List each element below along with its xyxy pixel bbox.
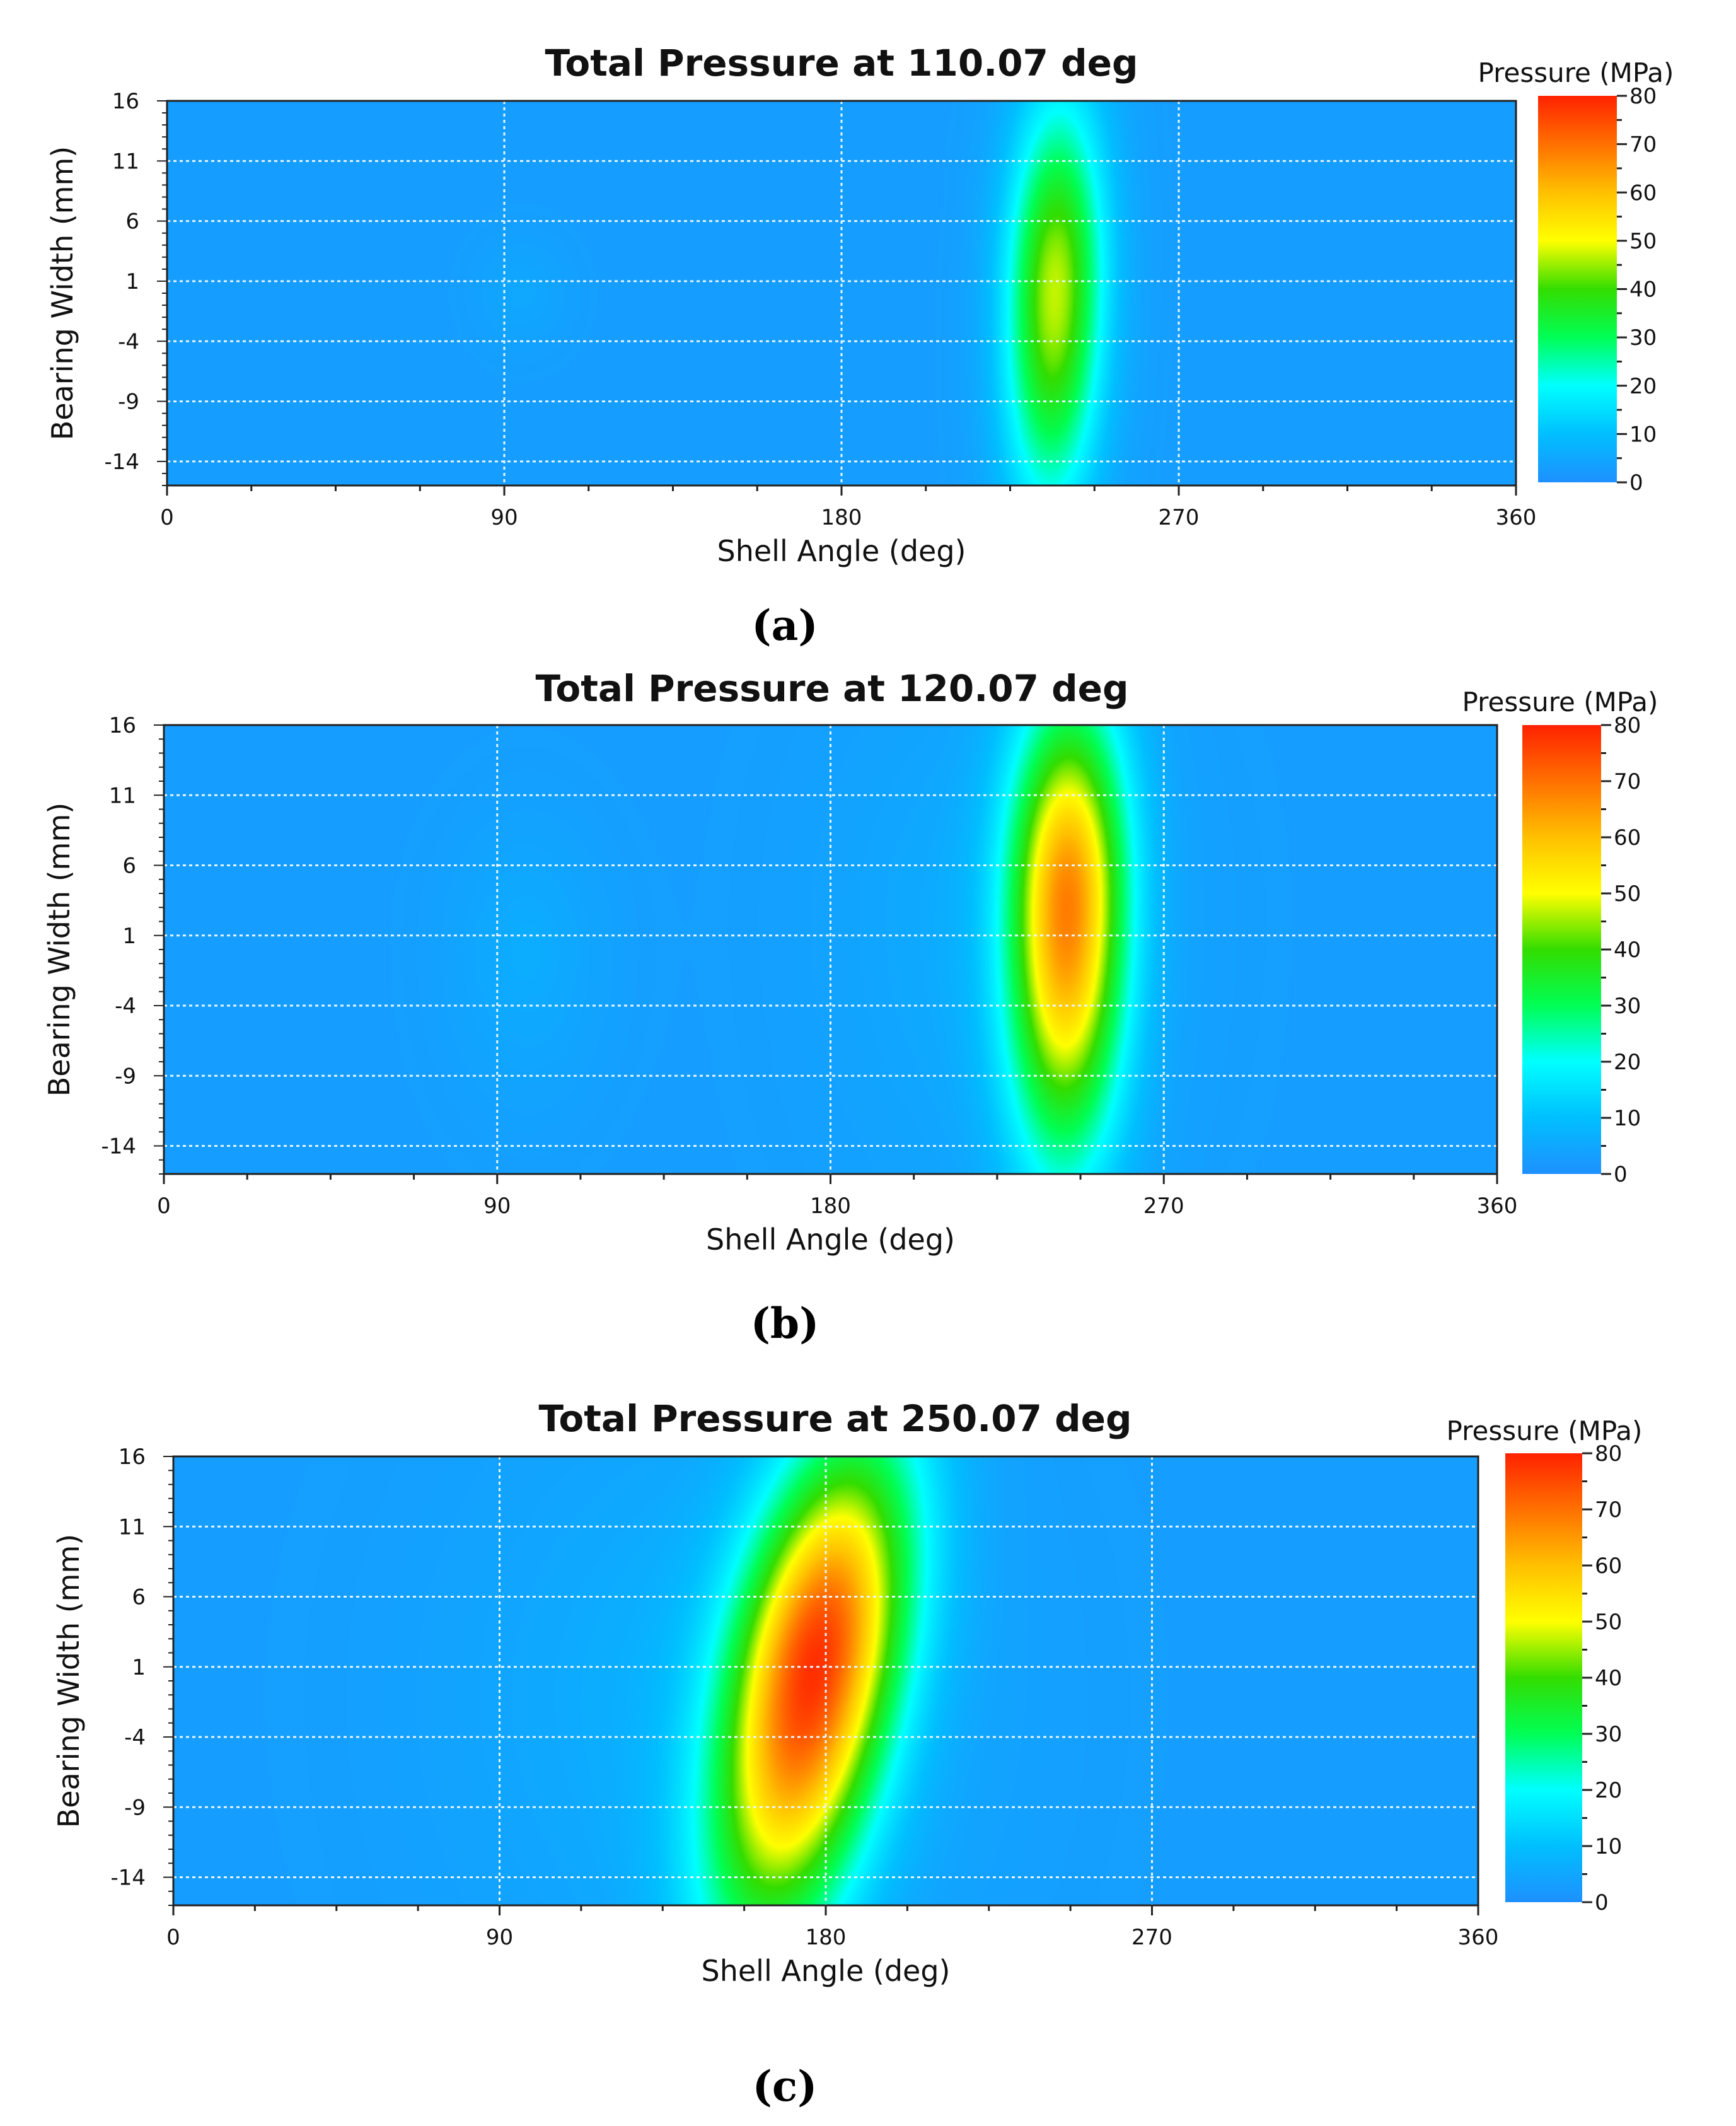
y-tick-label: 11 — [109, 783, 136, 808]
colorbar — [1505, 1453, 1582, 1902]
x-tick-label: 90 — [483, 1194, 511, 1219]
x-tick-label: 0 — [166, 1925, 180, 1950]
x-tick-label: 180 — [821, 505, 862, 530]
colorbar-tick-label: 10 — [1595, 1834, 1622, 1859]
x-axis-label: Shell Angle (deg) — [702, 1954, 951, 1988]
colorbar-title: Pressure (MPa) — [1462, 687, 1658, 717]
colorbar-tick-label: 70 — [1595, 1497, 1622, 1523]
x-tick-label: 360 — [1458, 1925, 1499, 1950]
y-tick-label: -4 — [124, 1725, 146, 1750]
colorbar — [1522, 725, 1601, 1174]
panel-caption: (c) — [753, 2062, 818, 2111]
colorbar-tick-label: 0 — [1595, 1890, 1609, 1915]
y-tick-label: 16 — [112, 89, 139, 114]
y-tick-label: -14 — [104, 450, 139, 475]
x-axis-label: Shell Angle (deg) — [706, 1223, 955, 1257]
y-axis-label: Bearing Width (mm) — [52, 1534, 86, 1828]
colorbar-tick-label: 70 — [1629, 132, 1657, 158]
x-tick-label: 0 — [157, 1194, 171, 1219]
y-tick-label: -4 — [115, 994, 136, 1019]
colorbar-tick-label: 10 — [1614, 1106, 1641, 1131]
y-tick-label: 6 — [125, 209, 139, 235]
x-axis-label: Shell Angle (deg) — [717, 534, 966, 568]
y-tick-label: 1 — [132, 1655, 146, 1680]
y-axis-label: Bearing Width (mm) — [45, 146, 79, 441]
x-tick-label: 270 — [1131, 1925, 1172, 1950]
colorbar-tick-label: 20 — [1614, 1050, 1641, 1075]
y-tick-label: -9 — [124, 1795, 146, 1820]
y-tick-label: 11 — [112, 149, 139, 174]
x-tick-label: 90 — [486, 1925, 513, 1950]
chart-title: Total Pressure at 120.07 deg — [536, 667, 1129, 710]
panel-caption: (a) — [751, 601, 818, 650]
colorbar-tick-label: 40 — [1629, 277, 1657, 303]
colorbar-tick-label: 20 — [1595, 1778, 1622, 1803]
colorbar-tick-label: 60 — [1595, 1554, 1622, 1579]
colorbar — [1538, 96, 1617, 482]
colorbar-tick-label: 30 — [1629, 325, 1657, 351]
y-tick-label: 16 — [109, 713, 136, 738]
x-tick-label: 270 — [1159, 505, 1200, 530]
x-tick-label: 360 — [1477, 1194, 1518, 1219]
colorbar-tick-label: 50 — [1595, 1610, 1622, 1635]
x-tick-label: 0 — [160, 505, 174, 530]
colorbar-tick-label: 50 — [1629, 229, 1657, 254]
colorbar-tick-label: 70 — [1614, 769, 1641, 794]
panel-caption: (b) — [751, 1299, 819, 1348]
y-tick-label: -14 — [101, 1134, 136, 1159]
x-tick-label: 180 — [806, 1925, 847, 1950]
y-tick-label: -14 — [110, 1866, 146, 1891]
x-tick-label: 360 — [1496, 505, 1537, 530]
x-tick-label: 270 — [1143, 1194, 1184, 1219]
y-tick-label: -9 — [115, 1064, 136, 1089]
y-tick-label: -4 — [118, 329, 139, 354]
y-tick-label: 6 — [132, 1585, 146, 1610]
figure: 0 90 180 270 360161161-4-9-14Total Pressure … — [0, 0, 1736, 2126]
pressure-heatmap — [164, 725, 1497, 1174]
y-tick-label: -9 — [118, 390, 139, 415]
chart-title: Total Pressure at 250.07 deg — [539, 1397, 1132, 1440]
colorbar-tick-label: 60 — [1614, 825, 1641, 851]
colorbar-tick-label: 30 — [1614, 994, 1641, 1019]
colorbar-tick-label: 40 — [1614, 938, 1641, 963]
colorbar-tick-label: 30 — [1595, 1722, 1622, 1747]
chart-panel-c: 0 90 180 270 360 16 11 6 1 -4 -9 -14 Total Pressure … — [52, 1397, 1642, 2111]
colorbar-title: Pressure (MPa) — [1478, 57, 1674, 88]
colorbar-tick-label: 50 — [1614, 881, 1641, 907]
chart-panel-b: 0 90 180 270 360 16 11 6 1 -4 -9 -14 Total Pressure … — [42, 667, 1658, 1348]
colorbar-tick-label: 60 — [1629, 180, 1657, 206]
colorbar-tick-label: 10 — [1629, 422, 1657, 447]
colorbar-tick-label: 20 — [1629, 374, 1657, 399]
y-tick-label: 16 — [119, 1444, 146, 1470]
colorbar-tick-label: 0 — [1614, 1162, 1628, 1187]
chart-title: Total Pressure at 110.07 deg — [545, 42, 1138, 84]
y-tick-label: 6 — [122, 854, 136, 879]
x-tick-label: 180 — [810, 1194, 851, 1219]
pressure-heatmap — [173, 1456, 1478, 1905]
chart-panel-a: 0 90 180 270 360 16 11 6 1 -4 -9 -14 Total Pressure … — [45, 42, 1674, 650]
y-tick-label: 11 — [119, 1514, 146, 1540]
y-tick-label: 1 — [122, 924, 136, 949]
colorbar-tick-label: 40 — [1595, 1666, 1622, 1691]
y-axis-label: Bearing Width (mm) — [42, 803, 76, 1097]
colorbar-title: Pressure (MPa) — [1447, 1415, 1643, 1446]
y-tick-label: 1 — [125, 269, 139, 294]
x-tick-label: 90 — [490, 505, 518, 530]
colorbar-tick-label: 0 — [1629, 470, 1643, 496]
